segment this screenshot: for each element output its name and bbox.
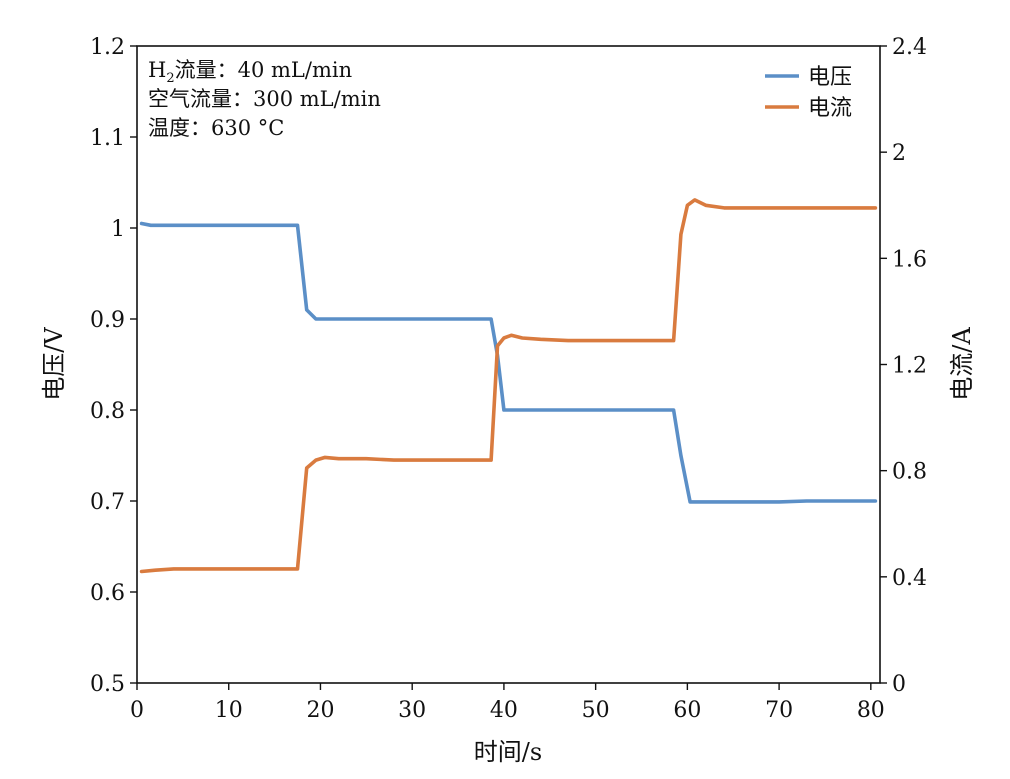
x-tick-label: 60 [673,698,701,723]
current-line [139,198,878,574]
y-left-tick-label: 1.2 [90,35,125,60]
annotation-line-1: H2流量：40 mL/min [148,58,352,86]
x-tick-label: 20 [306,698,334,723]
y-right-tick-label: 1.2 [892,354,927,379]
legend-label-current: 电流 [808,96,852,121]
annotation-line-2: 空气流量：300 mL/min [148,87,381,111]
y-left-tick-label: 1 [111,217,125,242]
x-tick-label: 80 [857,698,885,723]
ticks-layer: 0 10 20 30 40 50 60 70 800.50.60.70.80.911.11.20… [90,35,927,723]
x-tick-label: 40 [490,698,518,723]
y-axis-left-title: 电压/V [40,327,68,401]
annotation-line-3: 温度：630 °C [148,116,284,140]
y-right-tick-label: 1.6 [892,247,927,272]
x-tick-label: 70 [765,698,793,723]
legend-label-voltage: 电压 [808,65,852,90]
y-right-tick-label: 0 [892,672,906,697]
y-left-tick-label: 0.9 [90,308,125,333]
y-left-tick-label: 0.7 [90,490,125,515]
x-axis-title: 时间/s [474,738,542,766]
series-layer [139,198,878,574]
x-tick-label: 50 [582,698,610,723]
y-left-tick-label: 0.8 [90,399,125,424]
plot-frame [136,45,881,684]
x-tick-label: 30 [398,698,426,723]
y-left-tick-label: 0.6 [90,581,125,606]
voltage-line [139,221,878,504]
legend: 电压 电流 [765,65,852,121]
y-axis-right-title: 电流/A [948,327,976,401]
y-right-tick-label: 2 [892,141,906,166]
y-right-tick-label: 0.8 [892,460,927,485]
y-left-tick-label: 0.5 [90,672,125,697]
y-right-tick-label: 2.4 [892,35,927,60]
y-left-tick-label: 1.1 [90,126,125,151]
x-tick-label: 0 [130,698,144,723]
x-tick-label: 10 [215,698,243,723]
y-right-tick-label: 0.4 [892,566,927,591]
